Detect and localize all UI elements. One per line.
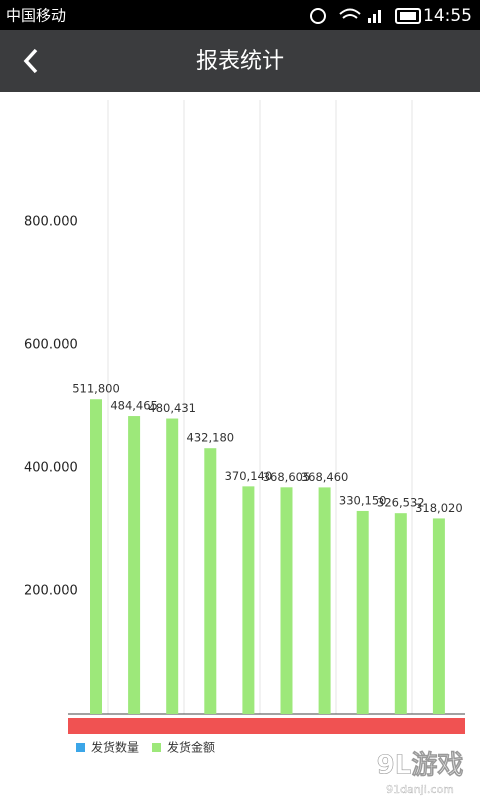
page-title: 报表统计 xyxy=(196,49,284,74)
y-tick-label: 600.000 xyxy=(24,338,78,353)
bar xyxy=(432,518,445,714)
value-label: 432,180 xyxy=(187,431,235,445)
bar xyxy=(356,510,369,714)
bar xyxy=(394,513,407,714)
value-label: 484,465 xyxy=(110,399,158,413)
back-button[interactable] xyxy=(23,48,38,74)
y-tick-label: 400.000 xyxy=(24,461,78,476)
bar xyxy=(280,487,293,714)
bar xyxy=(128,416,141,714)
bar xyxy=(242,486,255,714)
value-label: 330,150 xyxy=(339,493,387,507)
y-tick-label: 200.000 xyxy=(24,584,78,599)
vertical-grid xyxy=(107,100,413,714)
watermark-logo: 9L游戏 xyxy=(377,751,464,781)
highlight-band xyxy=(68,718,465,734)
y-tick-label: 800.000 xyxy=(24,215,78,230)
bar xyxy=(90,399,102,714)
value-label: 480,431 xyxy=(148,401,196,415)
value-label: 368,460 xyxy=(301,470,349,484)
bar xyxy=(204,448,217,714)
value-label: 326,532 xyxy=(377,496,425,510)
bar xyxy=(166,418,179,714)
legend-swatch xyxy=(152,743,161,752)
app-bar xyxy=(0,30,480,92)
value-label: 368,605 xyxy=(263,470,311,484)
value-label: 511,800 xyxy=(72,382,120,396)
legend-label: 发货数量 xyxy=(91,740,139,755)
value-label: 370,140 xyxy=(225,469,273,483)
legend-swatch xyxy=(76,743,85,752)
legend-label: 发货金额 xyxy=(167,740,215,755)
status-icons xyxy=(310,8,421,24)
carrier: 中国移动 xyxy=(6,7,66,25)
watermark-site: 91danji.com xyxy=(386,783,454,796)
value-label: 318,020 xyxy=(415,501,463,515)
clock: 14:55 xyxy=(423,6,472,26)
bar xyxy=(318,487,331,714)
